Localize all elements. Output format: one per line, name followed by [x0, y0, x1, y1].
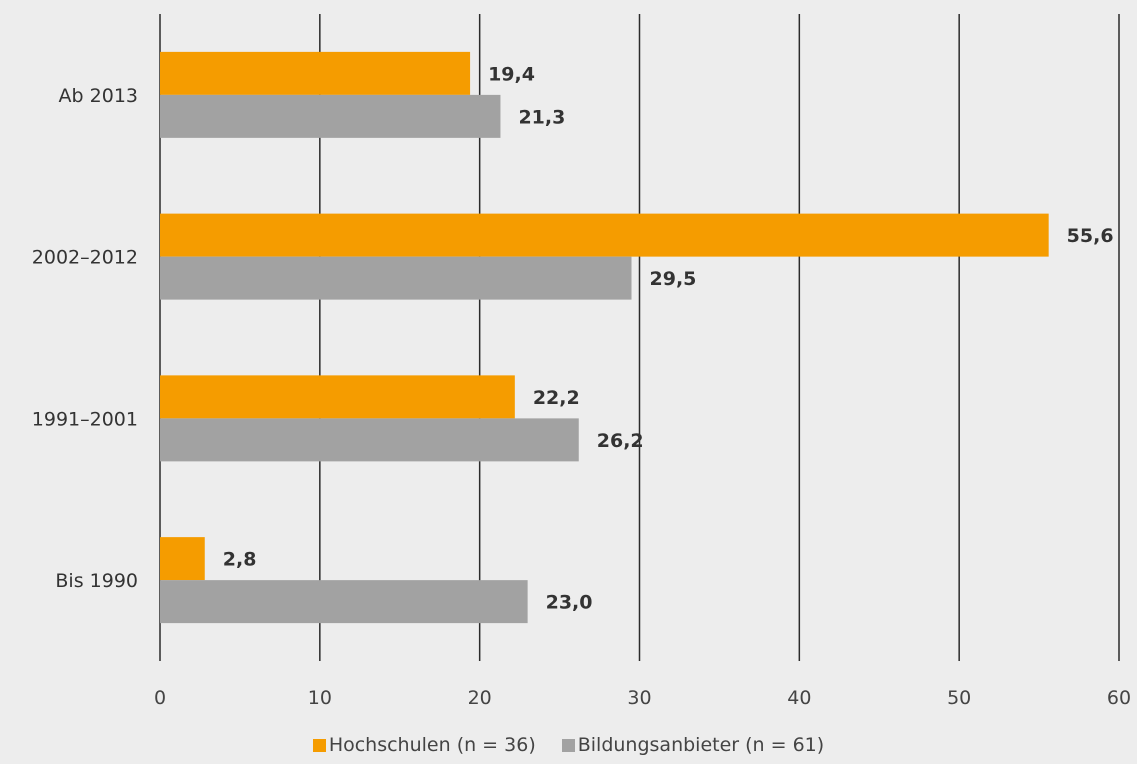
- value-label-hochschulen-2: 22,2: [533, 387, 580, 409]
- x-tick-label-60: 60: [1107, 687, 1131, 709]
- value-label-hochschulen-0: 19,4: [488, 63, 535, 85]
- bar-hochschulen-3: [160, 537, 205, 581]
- legend-label-hochschulen: Hochschulen (n = 36): [328, 734, 536, 756]
- category-labels: Ab 2013 2002–2012 1991–2001 Bis 1990: [32, 85, 138, 592]
- legend-label-bildungsanbieter: Bildungsanbieter (n = 61): [577, 734, 825, 756]
- bar-hochschulen-2: [160, 375, 515, 419]
- legend-swatch-hochschulen: [312, 738, 326, 752]
- value-label-hochschulen-3: 2,8: [223, 549, 257, 571]
- bar-bildungsanbieter-3: [160, 580, 528, 624]
- legend-item-bildungsanbieter: Bildungsanbieter (n = 61): [561, 734, 825, 756]
- value-label-bildungsanbieter-3: 23,0: [546, 592, 593, 614]
- value-label-bildungsanbieter-0: 21,3: [518, 106, 565, 128]
- value-label-bildungsanbieter-2: 26,2: [597, 430, 644, 452]
- x-tick-label-40: 40: [787, 687, 811, 709]
- x-tick-label-20: 20: [468, 687, 492, 709]
- legend-swatch-bildungsanbieter: [561, 738, 575, 752]
- category-label-1: 2002–2012: [32, 247, 138, 269]
- value-label-bildungsanbieter-1: 29,5: [650, 268, 697, 290]
- legend: Hochschulen (n = 36) Bildungsanbieter (n…: [0, 734, 1137, 756]
- x-tick-label-0: 0: [154, 687, 166, 709]
- value-labels: 19,4 21,3 55,6 29,5 22,2 26,2 2,8 23,0: [223, 63, 1114, 613]
- bars: [160, 51, 1049, 624]
- category-label-3: Bis 1990: [55, 570, 138, 592]
- x-tick-label-10: 10: [308, 687, 332, 709]
- bar-bildungsanbieter-1: [160, 256, 632, 300]
- x-tick-label-30: 30: [627, 687, 651, 709]
- x-axis-tick-labels: 0 10 20 30 40 50 60: [154, 687, 1131, 709]
- bar-bildungsanbieter-2: [160, 418, 579, 462]
- category-label-2: 1991–2001: [32, 408, 138, 430]
- category-label-0: Ab 2013: [59, 85, 138, 107]
- value-label-hochschulen-1: 55,6: [1067, 225, 1114, 247]
- bar-bildungsanbieter-0: [160, 94, 501, 138]
- bar-hochschulen-0: [160, 51, 471, 95]
- bar-hochschulen-1: [160, 213, 1049, 257]
- legend-item-hochschulen: Hochschulen (n = 36): [312, 734, 536, 756]
- x-tick-label-50: 50: [947, 687, 971, 709]
